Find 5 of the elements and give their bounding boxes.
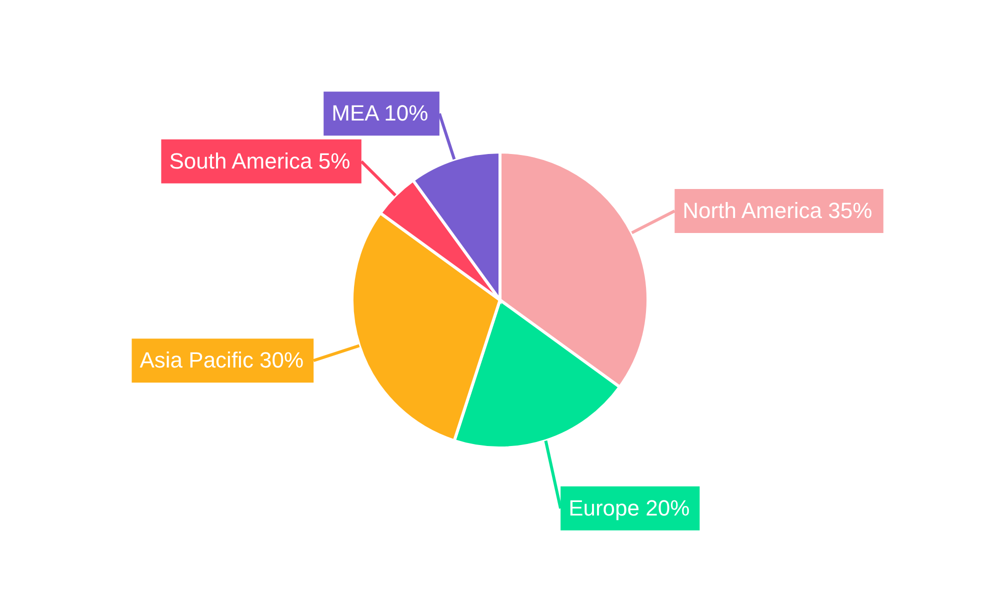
slice-label: Europe 20% — [568, 495, 690, 520]
slice-label: Asia Pacific 30% — [140, 348, 304, 373]
slice-label: South America 5% — [169, 148, 350, 174]
slice-label: MEA 10% — [332, 100, 428, 126]
slice-label: North America 35% — [682, 198, 872, 224]
